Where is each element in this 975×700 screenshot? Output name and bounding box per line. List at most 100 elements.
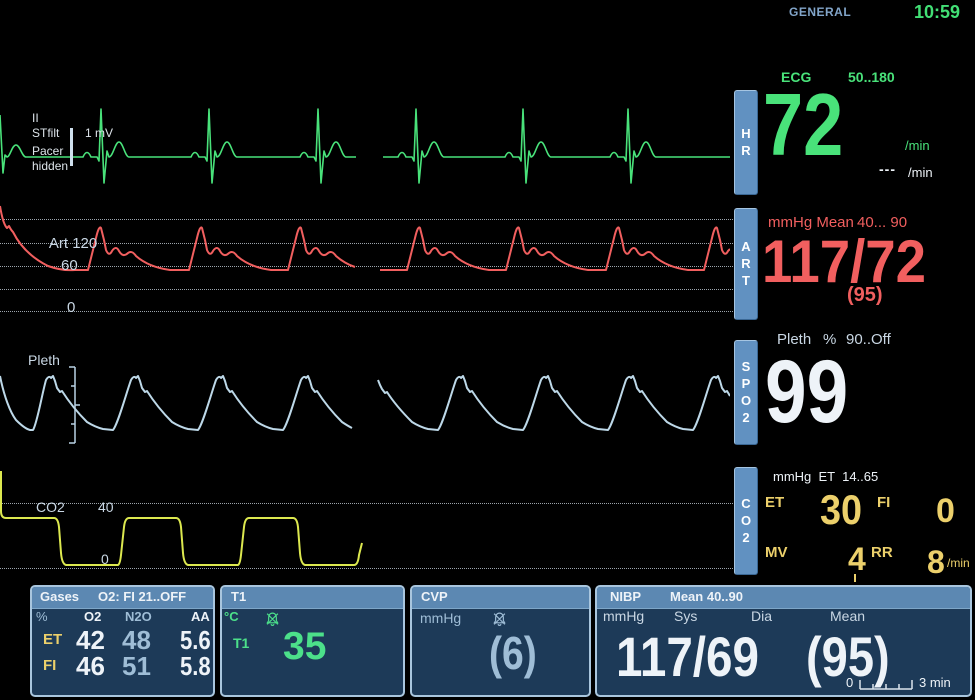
gases-col-n2o: N2O: [125, 609, 152, 624]
gases-fi-aa: 5.8: [180, 651, 211, 681]
nibp-panel-header[interactable]: [597, 587, 970, 609]
co2-scale-low: 0: [101, 551, 109, 567]
gases-title: Gases: [40, 589, 80, 604]
art-gridline-120: [0, 219, 733, 220]
art-wave-label[interactable]: Art: [48, 235, 69, 252]
t1-label: T1: [233, 635, 250, 651]
pleth-waveform[interactable]: [0, 352, 730, 447]
nibp-timer-start: 0: [846, 675, 854, 690]
tab-spo2-label: SPO2: [738, 358, 754, 427]
t1-panel[interactable]: [220, 585, 405, 697]
co2-mv-cursor: [854, 574, 856, 582]
hr-secondary-unit: /min: [908, 165, 933, 180]
nibp-unit: mmHg: [603, 608, 645, 624]
tab-co2[interactable]: CO2: [734, 467, 758, 575]
cvp-panel[interactable]: [410, 585, 591, 697]
gases-col-o2: O2: [84, 609, 102, 624]
tab-art[interactable]: ART: [734, 208, 758, 320]
co2-mv-label: MV: [765, 544, 788, 561]
pleth-wave-label[interactable]: Pleth: [28, 352, 60, 368]
nibp-col-mean: Mean: [830, 608, 866, 624]
cvp-unit: mmHg: [420, 610, 462, 626]
nibp-mean-value: (95): [806, 625, 890, 688]
art-gridline-90: [0, 243, 733, 244]
tab-co2-label: CO2: [738, 495, 754, 547]
hr-unit: /min: [905, 138, 930, 153]
clock: 10:59: [914, 2, 961, 22]
gases-et-aa: 5.6: [180, 625, 211, 655]
gases-panel[interactable]: [30, 585, 215, 697]
nibp-title: NIBP: [610, 589, 642, 604]
art-gridline-30: [0, 289, 733, 290]
co2-rr-value: 8: [927, 544, 945, 580]
art-scale-high: 120: [72, 235, 98, 252]
mode-label[interactable]: GENERAL: [789, 5, 852, 19]
art-value: 117/72: [762, 228, 926, 295]
gases-col-aa: AA: [191, 609, 210, 624]
co2-rr-unit: /min: [947, 556, 970, 570]
hr-value: 72: [763, 75, 844, 174]
art-gridline-0: [0, 311, 733, 312]
gases-panel-header[interactable]: [32, 587, 213, 609]
co2-waveform[interactable]: [0, 455, 730, 575]
tab-art-label: ART: [738, 238, 754, 290]
ecg-filter-label: STfilt: [32, 126, 60, 140]
gases-col-pct: %: [36, 609, 48, 624]
t1-unit: °C: [224, 609, 239, 624]
art-alarm-limits: 40... 90: [857, 214, 908, 231]
co2-gridline-0: [0, 568, 733, 569]
art-gridline-60: [0, 266, 733, 267]
nibp-alarm-limits: Mean 40..90: [670, 589, 743, 604]
art-scale-low: 0: [67, 299, 76, 316]
gases-et-label: ET: [43, 631, 63, 648]
nibp-timer-end: 3 min: [919, 675, 951, 690]
ecg-pacer-state-label: hidden: [32, 159, 69, 173]
co2-gridline-40: [0, 503, 733, 504]
art-waveform[interactable]: [0, 200, 730, 330]
tab-hr-label: HR: [738, 125, 754, 160]
t1-title: T1: [231, 589, 247, 604]
tab-hr[interactable]: HR: [734, 90, 758, 195]
nibp-value: 117/69: [616, 625, 759, 688]
gases-et-n2o: 48: [122, 625, 151, 655]
ecg-waveform[interactable]: [0, 95, 730, 195]
spo2-value: 99: [765, 341, 849, 441]
cvp-value: (6): [489, 627, 537, 679]
co2-fi-value: 0: [936, 492, 955, 530]
gases-fi-label: FI: [43, 657, 57, 674]
cvp-alarm-off-icon: [493, 612, 506, 626]
cvp-panel-header[interactable]: [412, 587, 589, 609]
ecg-scale-bar: [70, 128, 73, 166]
t1-value: 35: [283, 625, 327, 668]
gases-subtitle: O2: FI 21..OFF: [98, 589, 187, 604]
art-mean-value: (95): [847, 284, 883, 306]
co2-fi-label: FI: [877, 494, 891, 511]
ecg-lead-label[interactable]: II: [32, 111, 39, 125]
cvp-title: CVP: [421, 589, 448, 604]
hr-source-label: ECG: [781, 69, 812, 85]
tab-spo2[interactable]: SPO2: [734, 340, 758, 445]
gases-fi-n2o: 51: [122, 651, 151, 681]
art-unit-label: mmHg Mean: [768, 214, 854, 231]
co2-wave-label[interactable]: CO2: [36, 499, 65, 515]
nibp-panel[interactable]: [595, 585, 972, 697]
co2-header: mmHg ET 14..65: [773, 469, 879, 484]
pleth-scale-bracket: [69, 366, 80, 444]
co2-rr-label: RR: [871, 544, 893, 561]
spo2-unit: %: [823, 331, 837, 348]
co2-scale-high: 40: [98, 499, 114, 515]
ecg-pacer-label: Pacer: [32, 144, 64, 158]
nibp-interval-scale-icon: [859, 680, 913, 690]
t1-panel-header[interactable]: [222, 587, 403, 609]
nibp-col-sys: Sys: [674, 608, 698, 624]
co2-mv-value: 4: [848, 541, 866, 577]
hr-secondary-value: ---: [879, 161, 896, 177]
gases-et-o2: 42: [76, 625, 105, 655]
co2-et-value: 30: [820, 486, 863, 533]
gases-fi-o2: 46: [76, 651, 105, 681]
nibp-col-dia: Dia: [751, 608, 773, 624]
t1-alarm-off-icon: [266, 612, 279, 626]
art-scale-mid: 60: [61, 257, 78, 274]
co2-et-label: ET: [765, 494, 785, 511]
